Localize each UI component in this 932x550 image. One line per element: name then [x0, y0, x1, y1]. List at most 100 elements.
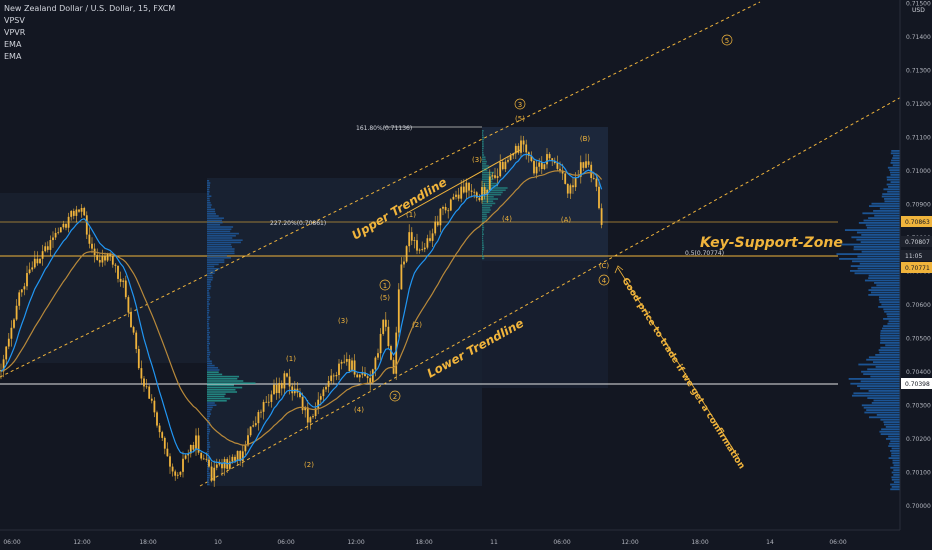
volume-profile-bar — [868, 294, 900, 296]
candle-body — [561, 170, 564, 174]
volume-profile-bar — [207, 481, 210, 483]
candle-body — [161, 432, 164, 438]
candle-body — [137, 349, 140, 369]
volume-profile-bar — [883, 188, 900, 191]
volume-profile-bar — [207, 446, 211, 448]
volume-profile-bar — [207, 246, 233, 248]
volume-profile-bar — [852, 394, 900, 397]
volume-profile-bar — [482, 229, 484, 231]
candle-body — [462, 186, 465, 193]
candle-body — [335, 375, 338, 377]
volume-profile-bar — [890, 488, 900, 491]
volume-profile-bar — [879, 351, 900, 354]
candle-body — [509, 155, 512, 161]
price-tick: 0.70500 — [906, 336, 931, 343]
note-arrow-head — [614, 265, 624, 274]
volume-profile-bar — [207, 424, 211, 426]
candle-body — [62, 223, 65, 228]
volume-profile-bar — [881, 428, 900, 431]
time-tick: 10 — [214, 539, 222, 546]
subwave-a-label: (A) — [561, 216, 572, 224]
wave-4-label: 4 — [602, 277, 607, 285]
volume-profile-bar — [207, 287, 211, 290]
candle-body — [135, 332, 138, 350]
candle-body — [343, 361, 346, 363]
volume-profile-bar — [882, 193, 900, 195]
volume-profile-bar — [207, 270, 216, 272]
candle-body — [338, 363, 340, 376]
candle-body — [44, 246, 47, 252]
candle-body — [304, 407, 307, 411]
volume-profile-bar — [207, 327, 210, 329]
volume-profile-bar — [871, 202, 900, 205]
volume-profile-bar — [862, 212, 900, 215]
volume-profile-bar — [207, 195, 212, 197]
wave-1-label: 1 — [383, 282, 387, 290]
fib-227-label: 227.20%(0.70861) — [270, 220, 326, 227]
candle-body — [600, 208, 603, 225]
candle-body — [57, 232, 60, 234]
wave-1-circle — [379, 279, 391, 291]
indicator-ema-1[interactable]: EMA — [4, 40, 22, 49]
candle-body — [340, 361, 343, 364]
volume-profile-bar — [207, 202, 211, 204]
candle-body — [478, 197, 481, 201]
candle-body — [192, 444, 195, 450]
candle-body — [23, 286, 26, 290]
candle-body — [504, 161, 507, 170]
volume-profile-bar — [853, 246, 900, 248]
volume-profile-bar — [891, 454, 900, 457]
candle-body — [314, 408, 317, 417]
price-tick: 0.71400 — [906, 34, 931, 41]
time-tick: 06:00 — [277, 539, 294, 546]
candle-body — [7, 338, 10, 347]
volume-profile-bar — [207, 221, 223, 224]
candle-body — [530, 155, 533, 161]
time-axis-panel[interactable] — [0, 530, 932, 550]
volume-profile-bar — [482, 211, 490, 213]
volume-profile-bar — [854, 272, 900, 275]
volume-profile-bar — [482, 187, 508, 189]
indicator-vpsv[interactable]: VPSV — [4, 16, 25, 25]
candle-body — [119, 278, 122, 282]
volume-profile-bar — [207, 224, 221, 226]
volume-profile-bar — [881, 303, 900, 306]
candle-body — [299, 392, 301, 397]
price-badge-label: 0.70863 — [905, 219, 930, 226]
indicator-vpvr[interactable]: VPVR — [4, 28, 26, 37]
volume-profile-bar — [891, 150, 900, 152]
volume-profile-bar — [884, 310, 900, 313]
volume-profile-bar — [868, 217, 900, 219]
volume-profile-bar — [887, 190, 900, 193]
volume-profile-recent — [482, 130, 508, 260]
upper-trendline-solid — [397, 149, 521, 219]
candle-body — [452, 196, 455, 200]
lower-channel-line[interactable] — [199, 79, 932, 487]
volume-profile-bar — [878, 306, 900, 308]
price-axis-currency: USD — [912, 7, 925, 14]
volume-profile-bar — [207, 428, 211, 431]
volume-profile-bar — [207, 356, 210, 358]
candle-body — [494, 175, 496, 178]
indicator-ema-2[interactable]: EMA — [4, 52, 22, 61]
candle-body — [145, 386, 148, 388]
candle-body — [215, 464, 218, 468]
volume-profile-bar — [890, 450, 900, 452]
volume-profile-bar — [482, 242, 484, 244]
volume-profile-bar — [482, 244, 484, 246]
volume-profile-bar — [207, 430, 210, 433]
candle-body — [348, 359, 351, 372]
fib-05-label: 0.5(0.70774) — [685, 250, 724, 257]
volume-profile-bar — [892, 462, 900, 464]
volume-profile-bar — [878, 296, 900, 299]
volume-profile-bar — [880, 339, 900, 342]
volume-profile-bar — [207, 375, 240, 378]
candle-body — [400, 264, 403, 290]
volume-profile-mid — [207, 180, 256, 486]
candle-body — [257, 412, 260, 424]
price-tick: 0.70200 — [906, 436, 931, 443]
candle-body — [486, 189, 489, 196]
candle-body — [317, 399, 320, 409]
candle-body — [148, 386, 151, 399]
